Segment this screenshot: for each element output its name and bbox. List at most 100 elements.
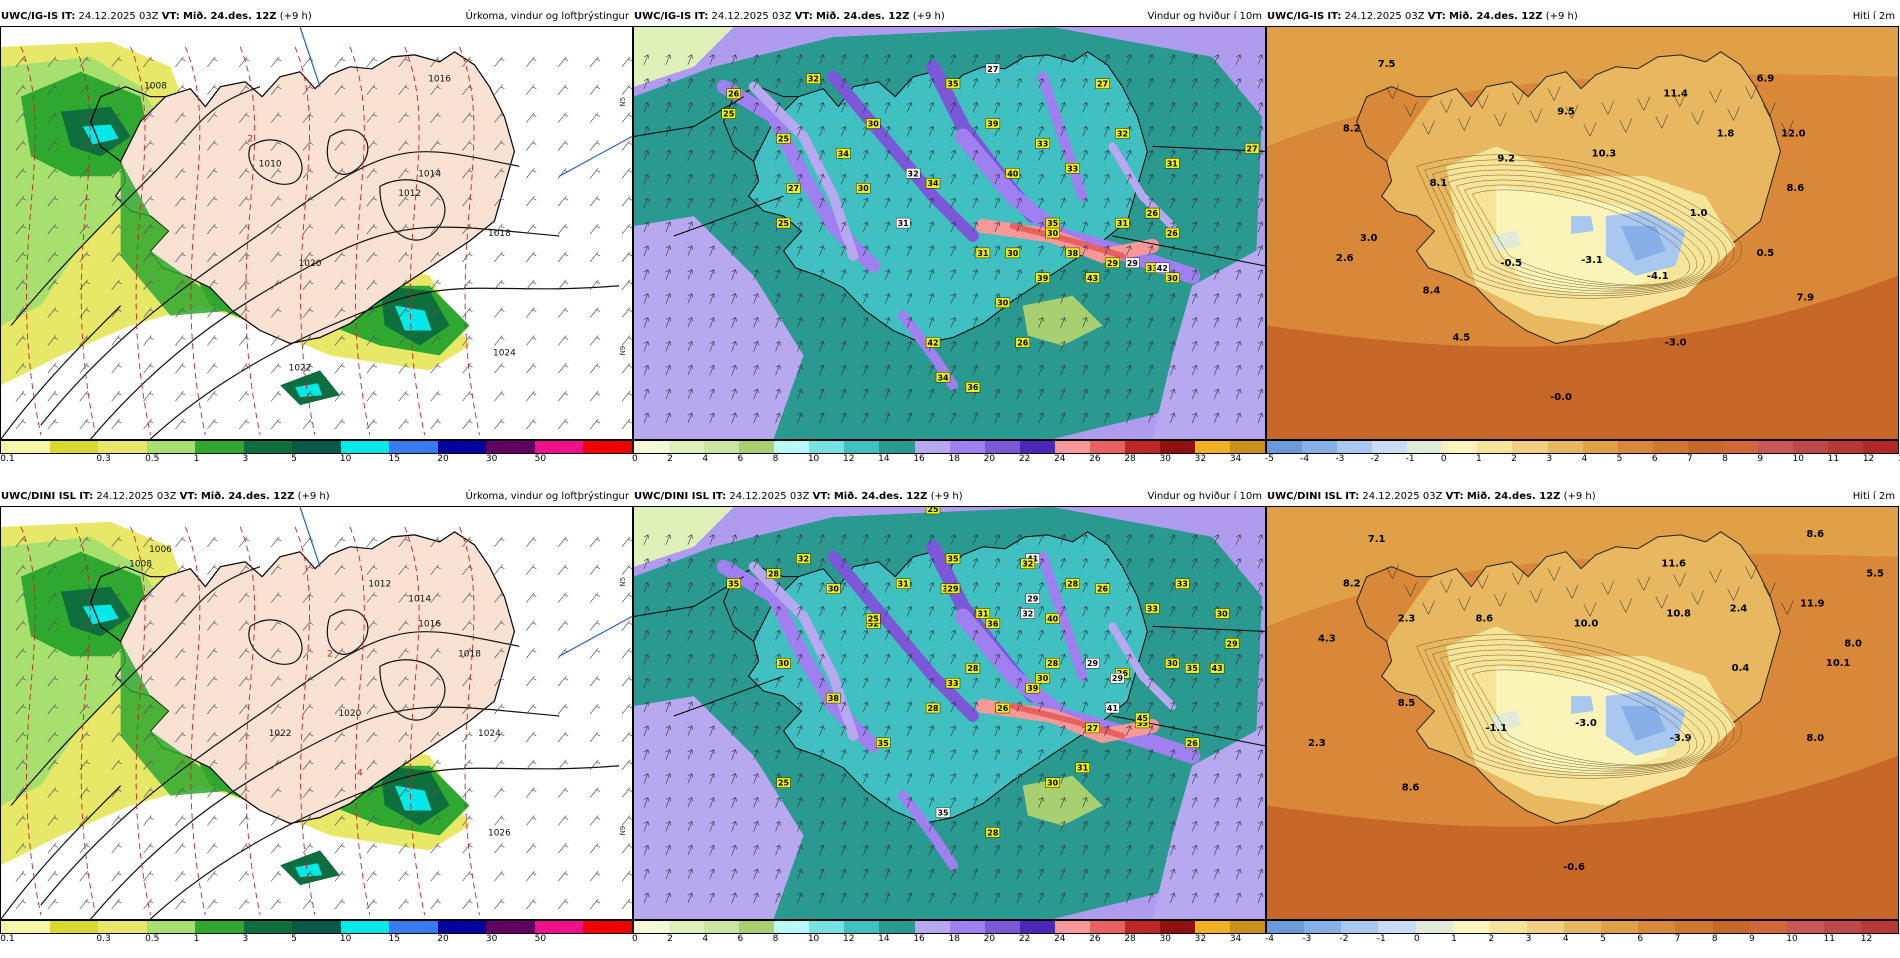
wind-value-label: 29 [1112, 674, 1124, 683]
color-legend [1266, 440, 1899, 454]
panel-temp-dini: UWC/DINI ISL IT: 24.12.2025 03Z VT: Mið.… [1265, 488, 1899, 958]
legend-swatch [583, 921, 632, 933]
temp-value-label: 5.5 [1866, 569, 1884, 580]
panel-header: UWC/DINI ISL IT: 24.12.2025 03Z VT: Mið.… [0, 488, 633, 506]
legend-tick-label: 0.1 [0, 934, 15, 944]
legend-tick-label: 0.1 [0, 454, 15, 464]
temp-value-label: 10.1 [1826, 658, 1851, 669]
run-model: UWC/DINI ISL [1267, 491, 1343, 502]
legend-tick-label: -2 [1370, 454, 1380, 464]
temp-value-label: 8.0 [1806, 733, 1824, 744]
precip-value-label: 1008 [129, 560, 152, 570]
panel-header: UWC/IG-IS IT: 24.12.2025 03Z VT: Mið. 24… [633, 8, 1266, 26]
legend-swatch [704, 441, 740, 453]
precip-value-label: 1016 [418, 619, 441, 629]
legend-swatch [1195, 921, 1231, 933]
legend-tick-label: 3 [1525, 934, 1532, 944]
legend-tick-label: 8 [1722, 454, 1728, 464]
wind-value-label: 34 [838, 149, 850, 158]
legend-swatch [1582, 441, 1618, 453]
legend-tick-label: 12 [843, 934, 855, 944]
wind-value-label: 35 [878, 739, 889, 748]
side-label: N5 [619, 577, 627, 587]
legend-swatch [437, 921, 487, 933]
temp-value-label: -3.0 [1575, 718, 1597, 729]
wind-value-label: 31 [1077, 764, 1088, 773]
legend-swatch [1652, 441, 1688, 453]
legend-swatch [1415, 921, 1453, 933]
legend-swatch [1089, 921, 1125, 933]
legend-swatch [1675, 921, 1713, 933]
legend-swatch [1, 441, 50, 453]
wind-value-label: 35 [728, 580, 739, 589]
legend-tick-label: 0 [1440, 454, 1447, 464]
legend-swatch [1124, 441, 1160, 453]
run-lead: (+9 h) [930, 491, 963, 502]
legend-swatch [1378, 921, 1416, 933]
wind-value-label: 25 [928, 507, 939, 514]
legend-swatch [634, 921, 670, 933]
legend-swatch [1823, 921, 1861, 933]
legend-tick-label: 0 [632, 454, 638, 464]
legend-tick-label: 20 [983, 454, 996, 464]
wind-value-label: 30 [828, 585, 840, 594]
wind-value-label: 29 [1127, 259, 1139, 268]
legend-tick-label: 2 [1488, 934, 1495, 944]
precip-value-label: 1014 [418, 169, 441, 179]
legend-swatch [1230, 921, 1266, 933]
legend-swatch [292, 441, 341, 453]
legend-swatch [1828, 441, 1864, 453]
panel-title: Vindur og hviður í 10m [1147, 491, 1262, 502]
legend-tick-label: 1 [1451, 934, 1457, 944]
run-vt: Mið. 24.des. 12Z [1466, 491, 1561, 502]
wind-value-label: 31 [977, 609, 988, 618]
wind-value-label: 29 [1027, 595, 1039, 604]
temp-value-label: -3.0 [1665, 337, 1687, 348]
legend-swatch [1195, 441, 1231, 453]
legend-tick-label: 32 [1194, 934, 1207, 944]
legend-swatch [486, 441, 535, 453]
wind-value-label: 31 [977, 249, 988, 258]
legend-tick-label: 34 [1229, 934, 1242, 944]
run-vt: Mið. 24.des. 12Z [833, 491, 928, 502]
legend-tick-label: 50 [534, 934, 547, 944]
legend-swatch [1407, 441, 1443, 453]
legend-tick-label: 3 [1546, 454, 1553, 464]
legend-tick-label: 30 [1159, 454, 1171, 464]
legend-swatch [1512, 441, 1548, 453]
temp-value-label: 8.2 [1343, 579, 1361, 590]
legend-tick-label: 6 [737, 934, 744, 944]
color-legend [1266, 920, 1899, 934]
temp-value-label: 7.9 [1796, 293, 1814, 304]
temp-value-label: 8.5 [1398, 698, 1416, 709]
legend-swatch [634, 441, 670, 453]
run-it-label: IT: [694, 11, 709, 22]
wind-value-label: 35 [937, 809, 948, 818]
wind-value-label: 29 [1107, 259, 1119, 268]
wind-value-label: 28 [928, 704, 940, 713]
legend-swatch [809, 921, 845, 933]
wind-value-label: 32 [1022, 609, 1033, 618]
legend-ticks: -5-4-3-2-1012345678910111213 [1265, 454, 1900, 468]
legend-tick-label: 15 [388, 454, 400, 464]
run-it-label: IT: [79, 491, 94, 502]
wind-value-label: 45 [1137, 714, 1148, 723]
temp-value-label: 8.0 [1844, 638, 1862, 649]
run-vt: Mið. 24.des. 12Z [200, 491, 295, 502]
legend-tick-label: 10 [339, 934, 352, 944]
legend-swatch [914, 441, 950, 453]
legend-tick-label: 10 [1786, 934, 1798, 944]
precip-value-label: 1020 [338, 709, 361, 719]
wind-value-label: 39 [1037, 274, 1049, 283]
legend-tick-label: 16 [913, 934, 925, 944]
temp-value-label: 9.5 [1557, 107, 1575, 118]
run-it-label: IT: [1345, 491, 1360, 502]
run-it: 24.12.2025 03Z [1344, 11, 1425, 22]
panel-wind-dini: UWC/DINI ISL IT: 24.12.2025 03Z VT: Mið.… [632, 488, 1266, 958]
panel-header: UWC/DINI ISL IT: 24.12.2025 03Z VT: Mið.… [1266, 488, 1899, 506]
legend-tick-label: 4 [1581, 454, 1588, 464]
legend-swatch [1054, 921, 1090, 933]
precip-value-label: 4 [357, 769, 363, 779]
wind-value-label: 30 [868, 120, 880, 129]
legend-swatch [1372, 441, 1408, 453]
